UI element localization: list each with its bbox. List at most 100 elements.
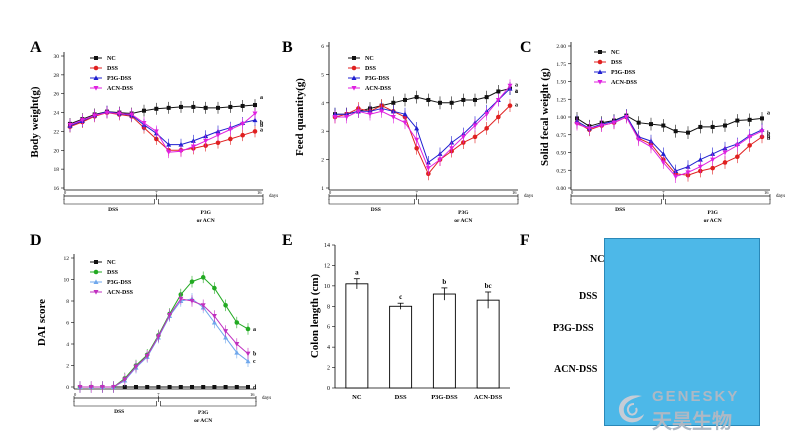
- y-tick-label-B: 3: [321, 129, 324, 135]
- treatment-bracket-C: [665, 199, 771, 205]
- data-point-B-ACN-DSS: [495, 97, 501, 103]
- data-point-A-ACN-DSS: [203, 138, 209, 144]
- data-point-A-P3G-DSS: [178, 142, 184, 147]
- legend-marker-D: [94, 260, 98, 264]
- data-point-B-ACN-DSS: [332, 115, 338, 120]
- chart-C: [568, 42, 771, 205]
- bar-ACN-DSS: [476, 299, 500, 389]
- data-point-A-NC: [203, 105, 208, 110]
- legend-label-C: ACN-DSS: [611, 80, 638, 86]
- panel-letter-E: E: [282, 232, 293, 249]
- series-line-D-P3G-DSS: [80, 298, 249, 388]
- data-point-D-ACN-DSS: [234, 342, 240, 347]
- photo-label-NC: NC: [590, 254, 604, 265]
- y-tick-label-E: 2: [327, 366, 330, 372]
- legend-marker-A: [93, 65, 99, 71]
- data-point-B-P3G-DSS: [414, 125, 420, 131]
- y-tick-label-C: 0.00: [556, 186, 566, 192]
- sig-letter-B: a: [515, 89, 518, 95]
- data-point-C-DSS: [710, 165, 715, 171]
- timeline-end-D: 16: [250, 392, 255, 397]
- category-label-E: DSS: [395, 394, 407, 401]
- data-point-C-ACN-DSS: [673, 174, 679, 180]
- data-point-B-ACN-DSS: [437, 157, 443, 163]
- timeline-break-B: 7: [416, 190, 419, 195]
- data-point-A-ACN-DSS: [129, 112, 135, 118]
- series-line-C-P3G-DSS: [576, 114, 763, 172]
- legend-label-D: DSS: [107, 270, 119, 276]
- data-point-D-DSS: [234, 320, 240, 325]
- sig-letter-A: b: [260, 121, 264, 127]
- data-point-C-ACN-DSS: [722, 150, 728, 156]
- data-point-C-ACN-DSS: [697, 164, 703, 170]
- panel-letter-C: C: [520, 39, 532, 56]
- colon-photo-panel: [604, 238, 760, 426]
- dss-bracket-A: [63, 199, 155, 205]
- data-point-D-P3G-DSS: [245, 358, 251, 364]
- days-label-C: days: [776, 194, 785, 199]
- data-point-D-ACN-DSS: [77, 385, 83, 390]
- data-point-A-ACN-DSS: [178, 149, 184, 154]
- data-point-B-ACN-DSS: [379, 109, 385, 114]
- data-point-C-NC: [710, 124, 715, 129]
- y-tick-label-A: 20: [54, 148, 60, 154]
- treatment-bracket-A: [158, 199, 264, 205]
- photo-label-DSS: DSS: [579, 291, 598, 302]
- y-tick-label-E: 10: [324, 284, 330, 290]
- sig-letter-E: b: [442, 278, 446, 286]
- legend-marker-B: [351, 65, 357, 71]
- data-point-D-ACN-DSS: [200, 303, 206, 308]
- data-point-A-ACN-DSS: [104, 110, 110, 116]
- data-point-D-ACN-DSS: [133, 364, 139, 370]
- legend-label-D: NC: [107, 260, 116, 266]
- y-tick-label-B: 5: [321, 72, 324, 78]
- data-point-A-P3G-DSS: [166, 142, 172, 147]
- phase-label-p3g-D: P3G: [198, 410, 209, 416]
- y-axis-label-A: Body weight(g): [29, 86, 41, 158]
- data-point-D-NC: [134, 385, 138, 389]
- y-tick-label-D: 0: [66, 385, 69, 391]
- series-line-B-P3G-DSS: [335, 88, 511, 164]
- phase-label-acn-C: or ACN: [704, 218, 722, 224]
- data-point-A-ACN-DSS: [141, 120, 147, 126]
- data-point-A-NC: [240, 103, 245, 108]
- phase-label-acn-A: or ACN: [197, 218, 215, 224]
- data-point-D-P3G-DSS: [223, 334, 229, 340]
- data-point-B-ACN-DSS: [507, 83, 513, 89]
- phase-label-dss-B: DSS: [371, 207, 381, 213]
- data-point-A-DSS: [228, 136, 233, 142]
- bar-NC: [345, 283, 369, 389]
- data-point-D-ACN-DSS: [111, 385, 117, 390]
- category-label-E: P3G-DSS: [431, 394, 458, 401]
- legend-marker-B: [351, 86, 357, 91]
- data-point-C-NC: [747, 117, 752, 122]
- data-point-B-ACN-DSS: [402, 120, 408, 126]
- y-tick-label-A: 24: [54, 111, 60, 117]
- series-line-C-ACN-DSS: [576, 116, 763, 178]
- data-point-D-ACN-DSS: [178, 296, 184, 302]
- legend-marker-C: [597, 59, 603, 65]
- data-point-B-NC: [473, 97, 477, 102]
- sig-letter-D: b: [253, 352, 257, 358]
- chart-B: [326, 42, 519, 205]
- series-line-D-DSS: [80, 276, 249, 388]
- data-point-C-DSS: [735, 154, 740, 160]
- y-tick-label-A: 28: [54, 73, 60, 79]
- data-point-A-NC: [191, 104, 196, 109]
- y-axis-label-C: Solid fecal weight (g): [539, 68, 551, 166]
- data-point-C-NC: [723, 123, 727, 128]
- data-point-C-ACN-DSS: [636, 137, 642, 143]
- data-point-A-DSS: [240, 132, 245, 138]
- data-point-B-DSS: [496, 114, 501, 120]
- data-point-B-ACN-DSS: [414, 137, 420, 143]
- timeline-start-A: 0: [64, 190, 67, 195]
- data-point-B-ACN-DSS: [484, 112, 490, 117]
- dss-bracket-B: [328, 199, 415, 205]
- bar-P3G-DSS: [432, 293, 456, 389]
- y-tick-label-A: 26: [54, 92, 60, 98]
- sig-letter-D: d: [253, 385, 257, 391]
- data-point-B-NC: [426, 97, 431, 102]
- data-point-A-NC: [154, 106, 159, 111]
- data-point-C-ACN-DSS: [660, 160, 666, 166]
- series-line-A-ACN-DSS: [69, 112, 256, 153]
